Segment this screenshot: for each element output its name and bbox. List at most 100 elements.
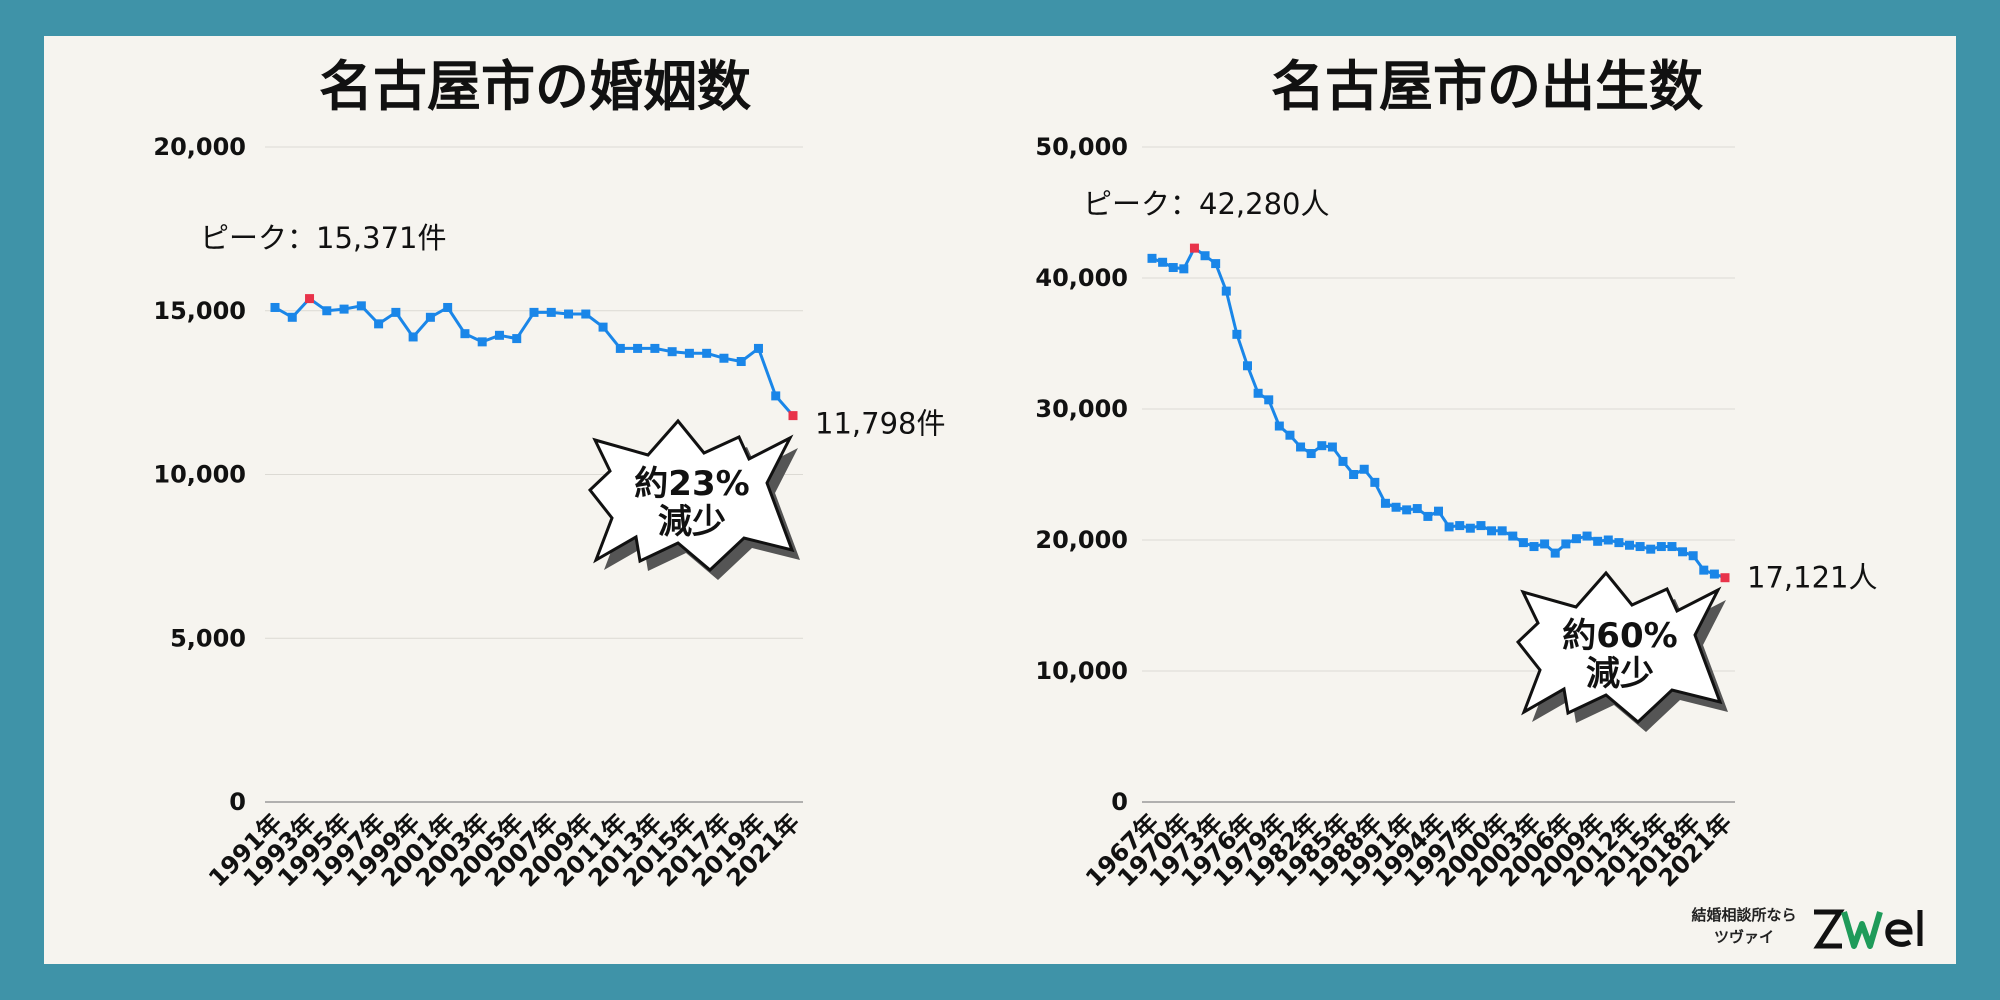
data-point (1571, 534, 1581, 544)
y-tick-label: 20,000 (1035, 526, 1128, 554)
logo-tagline-line2: ツヴァイ (1713, 928, 1774, 946)
y-tick-label: 0 (1111, 788, 1128, 816)
y-tick-label: 15,000 (153, 297, 246, 325)
data-point (1455, 521, 1465, 531)
data-point (1253, 388, 1263, 398)
callout-burst (587, 418, 795, 573)
data-point (546, 307, 556, 317)
y-tick-label: 10,000 (1035, 657, 1128, 685)
data-point (1688, 551, 1698, 561)
data-point (1593, 536, 1603, 546)
callout-text: 減少 (1586, 654, 1654, 694)
series-line (1151, 246, 1726, 580)
data-point (1200, 251, 1210, 261)
chart-panel (44, 36, 1956, 964)
highlight-point (1720, 573, 1730, 583)
data-point (1147, 253, 1157, 263)
data-point (1434, 506, 1443, 516)
data-point (1603, 535, 1613, 545)
highlight-point (788, 411, 798, 421)
data-point (1402, 505, 1412, 515)
y-tick-label: 50,000 (1035, 133, 1128, 161)
data-point (581, 309, 591, 319)
data-point (1508, 531, 1518, 541)
data-point (460, 329, 470, 339)
data-point (1709, 569, 1719, 579)
data-point (1699, 565, 1709, 575)
highlight-point (1189, 243, 1199, 253)
data-point (1317, 441, 1327, 451)
data-point (1667, 542, 1677, 552)
chart-title: 名古屋市の出生数 (1271, 55, 1703, 118)
data-point (1614, 538, 1624, 548)
data-point (1158, 257, 1168, 267)
logo-tagline-line1: 結婚相談所なら (1691, 906, 1797, 924)
data-point (1168, 263, 1178, 273)
data-point (598, 322, 608, 332)
data-point (736, 357, 746, 367)
data-point (650, 343, 660, 353)
y-tick-label: 5,000 (170, 624, 246, 652)
data-point (512, 334, 522, 344)
data-point (1221, 286, 1231, 296)
callout-burst (1515, 570, 1723, 725)
zwei-logo-mark (1813, 909, 1923, 949)
data-point (684, 348, 694, 358)
data-point (1476, 521, 1486, 531)
data-point (1497, 526, 1507, 536)
data-point (494, 330, 504, 340)
brand-logo: 結婚相談所なら ツヴァイ (1684, 900, 1944, 960)
last-value-label: 17,121人 (1747, 561, 1877, 595)
y-tick-label: 0 (229, 788, 246, 816)
peak-label: ピーク：15,371件 (200, 221, 446, 255)
data-point (1625, 540, 1634, 550)
data-point (1678, 547, 1688, 557)
data-point (1232, 329, 1242, 339)
data-point (1656, 542, 1666, 552)
data-point (633, 343, 643, 353)
callout-text: 約23% (634, 464, 749, 504)
data-point (408, 332, 418, 342)
data-point (1412, 504, 1422, 514)
data-point (1285, 430, 1295, 440)
data-point (1380, 498, 1390, 508)
data-point (1540, 539, 1550, 549)
y-tick-label: 20,000 (153, 133, 246, 161)
data-point (564, 309, 574, 319)
callout-text: 約60% (1562, 616, 1677, 656)
data-point (1465, 523, 1475, 533)
data-point (374, 319, 384, 329)
data-point (287, 312, 297, 322)
data-point (1370, 477, 1380, 487)
data-point (1327, 442, 1337, 452)
data-point (477, 337, 487, 347)
data-point (425, 312, 435, 322)
data-point (1264, 395, 1274, 405)
callout-text: 減少 (658, 502, 726, 542)
data-point (667, 347, 677, 357)
data-point (1635, 542, 1645, 552)
data-point (1646, 544, 1656, 554)
highlight-point (305, 294, 315, 304)
y-tick-label: 40,000 (1035, 264, 1128, 292)
data-point (391, 307, 401, 317)
data-point (443, 302, 453, 312)
data-point (356, 301, 366, 311)
data-point (1444, 522, 1454, 532)
data-point (1529, 542, 1539, 552)
data-point (1211, 259, 1221, 269)
chart-title: 名古屋市の婚姻数 (319, 55, 751, 118)
data-point (702, 348, 712, 358)
data-point (1487, 526, 1497, 536)
data-point (1296, 442, 1306, 452)
data-point (1423, 511, 1433, 521)
peak-label: ピーク：42,280人 (1083, 187, 1329, 221)
logo-tagline: 結婚相談所なら ツヴァイ (1684, 904, 1804, 948)
last-value-label: 11,798件 (815, 407, 945, 441)
data-point (1274, 421, 1284, 431)
data-point (339, 304, 349, 314)
data-point (529, 307, 539, 317)
data-point (1391, 502, 1401, 512)
data-point (719, 353, 729, 363)
